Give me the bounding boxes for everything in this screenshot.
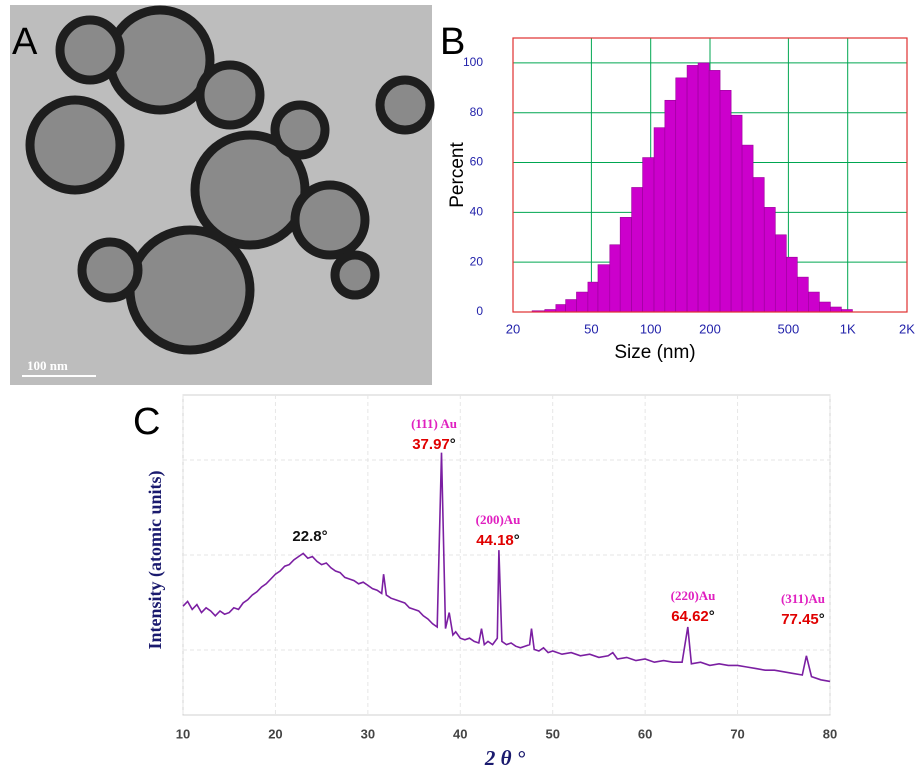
x-tick-label: 200 bbox=[699, 321, 721, 336]
bar bbox=[763, 207, 776, 313]
peak-annotation: 44.18° bbox=[476, 532, 520, 549]
bar bbox=[565, 299, 577, 313]
x-tick-label: 2K bbox=[899, 321, 915, 336]
peak-unit: ° bbox=[450, 436, 456, 453]
y-axis-title: Percent bbox=[447, 142, 468, 208]
bar bbox=[664, 99, 677, 313]
y-tick-label: 40 bbox=[470, 205, 484, 219]
bar bbox=[555, 304, 566, 313]
bar bbox=[708, 70, 721, 313]
y-tick-label: 100 bbox=[463, 55, 483, 69]
peak-label: (220)Au bbox=[671, 588, 716, 603]
bar bbox=[642, 157, 655, 313]
bar bbox=[730, 114, 743, 313]
peak-annotation: 22.8° bbox=[292, 528, 327, 545]
x-tick-label: 500 bbox=[778, 321, 800, 336]
bar bbox=[741, 144, 754, 313]
y-tick-label: 0 bbox=[476, 304, 483, 318]
bar bbox=[631, 187, 643, 313]
peak-label: (200)Au bbox=[476, 512, 521, 527]
peak-position: 37.97 bbox=[412, 436, 450, 453]
x-tick-label: 10 bbox=[176, 726, 190, 741]
x-tick-label: 70 bbox=[730, 726, 744, 741]
peak-label: (111) Au bbox=[411, 416, 457, 431]
panel-label: B bbox=[440, 21, 465, 63]
x-tick-label: 20 bbox=[506, 321, 520, 336]
x-axis-title: Size (nm) bbox=[614, 342, 695, 363]
bar bbox=[597, 264, 611, 313]
bar bbox=[619, 217, 632, 313]
peak-unit: ° bbox=[819, 611, 825, 628]
peak-annotation: 77.45° bbox=[781, 611, 825, 628]
particles bbox=[25, 5, 435, 355]
bar bbox=[719, 90, 732, 313]
x-tick-label: 50 bbox=[545, 726, 559, 741]
bar bbox=[797, 276, 809, 313]
x-axis-title: 2 θ ° bbox=[484, 746, 526, 770]
x-tick-label: 50 bbox=[584, 321, 598, 336]
bar bbox=[697, 62, 710, 313]
panel-label: A bbox=[12, 21, 38, 63]
bar bbox=[587, 281, 599, 313]
x-tick-label: 1K bbox=[840, 321, 856, 336]
bar bbox=[808, 291, 820, 313]
bar bbox=[609, 244, 621, 313]
bar bbox=[752, 177, 765, 313]
x-tick-label: 20 bbox=[268, 726, 282, 741]
peak-label: (311)Au bbox=[781, 591, 825, 606]
bar bbox=[576, 291, 589, 313]
peak-position: 64.62 bbox=[671, 608, 709, 625]
x-tick-label: 80 bbox=[823, 726, 837, 741]
peak-annotation: 37.97° bbox=[412, 436, 456, 453]
peak-annotation: 64.62° bbox=[671, 608, 715, 625]
scale-bar-label: 100 nm bbox=[27, 358, 68, 373]
y-tick-label: 20 bbox=[470, 254, 484, 268]
plot-frame bbox=[512, 37, 908, 313]
peak-position: 44.18 bbox=[476, 532, 514, 549]
data-line bbox=[182, 452, 831, 683]
x-tick-label: 40 bbox=[453, 726, 467, 741]
bar bbox=[774, 234, 787, 313]
bar bbox=[686, 65, 699, 313]
tem-image: 100 nm A bbox=[10, 5, 435, 385]
peak-position: 77.45 bbox=[781, 611, 819, 628]
y-tick-label: 80 bbox=[470, 105, 484, 119]
bar bbox=[675, 77, 688, 313]
x-tick-label: 60 bbox=[638, 726, 652, 741]
x-tick-label: 30 bbox=[361, 726, 375, 741]
peak-unit: ° bbox=[709, 608, 715, 625]
bar bbox=[830, 306, 842, 313]
y-axis-title: Intensity (atomic units) bbox=[145, 470, 166, 649]
bar bbox=[653, 127, 666, 313]
bar bbox=[786, 256, 798, 313]
peak-position: 22.8° bbox=[292, 528, 327, 545]
y-tick-label: 60 bbox=[470, 155, 484, 169]
panel-label: C bbox=[133, 401, 160, 443]
peak-unit: ° bbox=[514, 532, 520, 549]
bar bbox=[819, 301, 831, 313]
x-tick-label: 100 bbox=[640, 321, 662, 336]
